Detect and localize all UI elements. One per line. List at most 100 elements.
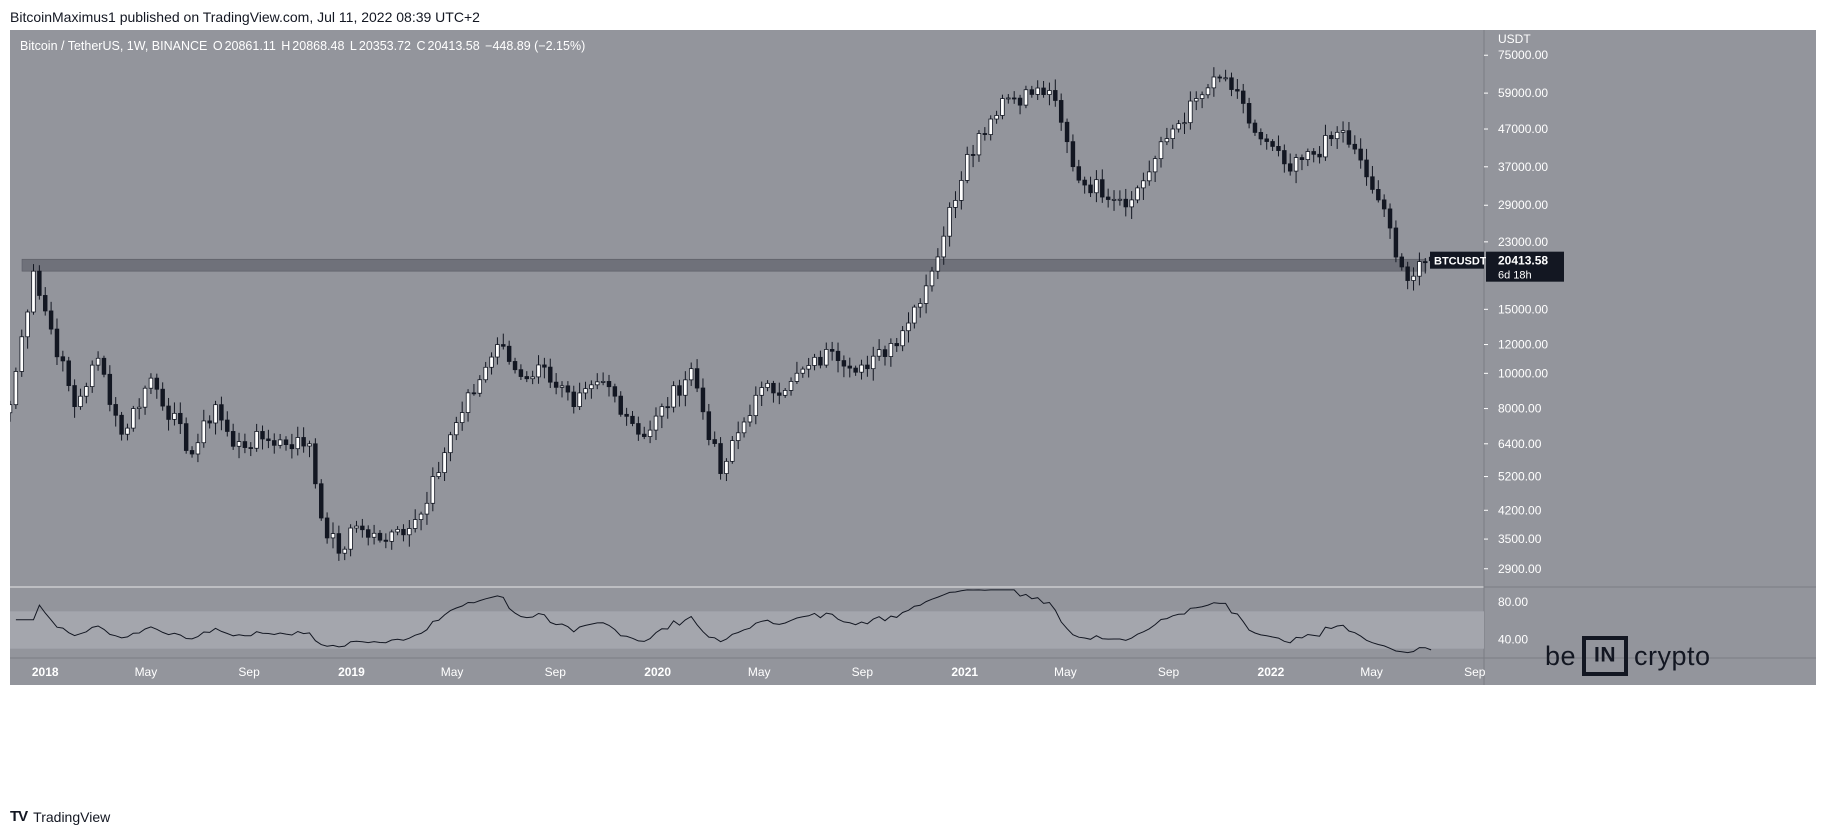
candle-down [1358, 148, 1363, 161]
chart-svg[interactable]: USDT 75000.00 59000.00 47000.00 37000.00 2900… [10, 30, 1816, 800]
candle-down [1346, 130, 1352, 145]
candle-up [1293, 157, 1299, 172]
price-tick-label: 37000.00 [1498, 160, 1548, 174]
candle-down [606, 381, 612, 388]
candle-down [119, 414, 124, 435]
candle-up [935, 256, 941, 272]
candle-down [178, 412, 183, 425]
candle-up [806, 365, 811, 370]
candle-up [348, 527, 353, 550]
candle-up [741, 421, 747, 434]
price-axis-area[interactable] [1484, 30, 1816, 685]
candle-down [542, 364, 547, 368]
candle-down [512, 361, 518, 371]
candle-down [1058, 100, 1064, 123]
candle-up [1334, 131, 1340, 140]
candle-up [125, 427, 130, 435]
candle-up [213, 404, 218, 424]
candle-down [1041, 87, 1046, 95]
close-label: C [416, 39, 426, 53]
candle-up [95, 357, 101, 366]
rsi-label: RSI (14, close, SMA, 14, 2) [18, 691, 170, 705]
candle-up [418, 513, 424, 520]
candle-down [1246, 103, 1252, 124]
symbol-label: Bitcoin / TetherUS, 1W, BINANCE [20, 39, 208, 53]
candle-down [324, 517, 330, 539]
price-tick-label: 8000.00 [1498, 402, 1542, 416]
candle-down [1064, 121, 1070, 143]
price-pane[interactable] [10, 30, 1484, 586]
candle-up [1211, 76, 1217, 89]
candle-down [1299, 157, 1305, 160]
price-tick-label: 59000.00 [1498, 86, 1548, 100]
rsi-line [15, 589, 1432, 654]
candle-up [430, 476, 436, 504]
candle-down [712, 439, 717, 444]
candle-down [1311, 151, 1316, 155]
candle-up [254, 431, 259, 449]
candle-up [888, 343, 894, 357]
candle-up [536, 364, 541, 378]
candle-up [595, 381, 600, 386]
candle-up [201, 420, 207, 444]
candle-up [753, 394, 759, 417]
ohlc-legend: Bitcoin / TetherUS, 1W, BINANCE O 20861.1… [20, 39, 587, 53]
candle-down [548, 366, 553, 383]
time-tick-label: Sep [852, 665, 874, 679]
candle-up [1205, 87, 1211, 96]
candle-up [13, 371, 19, 406]
candle-up [78, 395, 83, 408]
time-tick-label: May [441, 665, 464, 679]
candle-up [307, 443, 312, 447]
candle-down [377, 532, 383, 541]
candle-up [84, 386, 89, 397]
candle-down [982, 133, 988, 135]
time-tick-label: May [135, 665, 158, 679]
candle-up [1194, 98, 1199, 102]
candle-up [530, 376, 535, 380]
candle-up [436, 472, 441, 477]
candle-up [483, 366, 488, 381]
candle-down [1387, 208, 1393, 229]
price-tick-label: 10000.00 [1498, 366, 1548, 380]
candle-down [970, 154, 976, 156]
time-tick-label: 2018 [32, 665, 59, 679]
candle-down [1364, 159, 1369, 178]
candle-down [630, 415, 635, 424]
watermark-in: IN [1594, 643, 1617, 667]
candle-down [865, 364, 870, 370]
candle-down [266, 438, 271, 441]
candle-down [1258, 132, 1264, 140]
candle-down [54, 328, 60, 358]
candle-down [829, 349, 835, 352]
candle-down [571, 391, 576, 408]
open-value: 20861.11 [224, 39, 276, 53]
chart-frame[interactable]: USDT 75000.00 59000.00 47000.00 37000.00 2900… [10, 30, 1816, 800]
candle-up [1035, 87, 1040, 95]
candle-down [624, 413, 629, 417]
time-tick-label: 2019 [338, 665, 365, 679]
candle-up [918, 303, 923, 308]
candle-up [988, 118, 993, 135]
candle-down [777, 392, 782, 396]
candle-up [659, 406, 665, 417]
candle-down [642, 433, 647, 437]
time-tick-label: May [1054, 665, 1077, 679]
candle-up [559, 385, 565, 388]
candle-up [395, 528, 400, 533]
candle-up [1135, 187, 1140, 201]
price-tick-label: 2900.00 [1498, 562, 1542, 576]
candle-up [448, 434, 453, 454]
rsi-tick-label: 80.00 [1498, 595, 1528, 609]
candle-up [477, 379, 483, 394]
candle-up [1182, 122, 1187, 125]
time-axis-area [10, 658, 1484, 685]
candle-down [1229, 77, 1234, 90]
time-tick-label: May [748, 665, 771, 679]
candle-up [142, 387, 148, 408]
time-tick-label: Sep [238, 665, 260, 679]
candle-up [1094, 179, 1099, 194]
candle-down [1088, 184, 1093, 194]
candle-down [230, 431, 236, 447]
price-tick-label: 15000.00 [1498, 302, 1548, 316]
